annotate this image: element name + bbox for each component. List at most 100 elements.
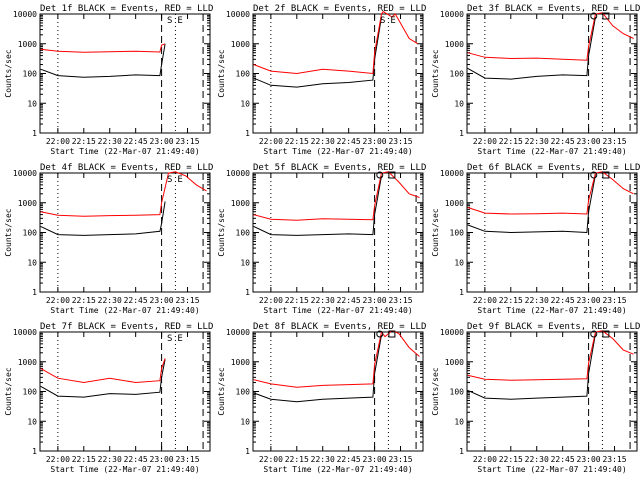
y-tick-label: 100 (450, 388, 465, 397)
x-tick-label: 22:00 (473, 455, 497, 464)
x-axis-label: Start Time (22-Mar-07 21:49:40) (263, 147, 412, 156)
x-tick-label: 23:15 (175, 296, 199, 305)
x-tick-label: 22:00 (46, 137, 70, 146)
x-tick-label: 22:30 (98, 296, 122, 305)
panel-title: Det 6f BLACK = Events, RED = LLD (467, 163, 640, 173)
y-tick-label: 100 (236, 70, 251, 79)
x-tick-label: 23:15 (175, 137, 199, 146)
event-circle-marker (590, 171, 598, 179)
y-tick-label: 1000 (445, 40, 464, 49)
x-tick-label: 23:00 (363, 296, 387, 305)
y-tick-label: 1000 (231, 358, 250, 367)
event-circle-marker (376, 171, 384, 179)
panel-title: Det 2f BLACK = Events, RED = LLD (253, 4, 426, 14)
saa-marker-label: E (177, 175, 182, 185)
series-events (40, 43, 166, 78)
series-events (40, 201, 166, 236)
x-tick-label: 22:45 (337, 455, 361, 464)
y-tick-label: 10000 (226, 328, 250, 337)
y-tick-label: 10 (240, 417, 250, 426)
y-tick-label: 10 (27, 417, 37, 426)
x-tick-label: 22:15 (72, 296, 96, 305)
y-tick-label: 1000 (231, 40, 250, 49)
series-lld (40, 358, 166, 384)
series-events (253, 334, 382, 403)
x-tick-label: 22:00 (473, 296, 497, 305)
x-tick-label: 23:15 (602, 137, 626, 146)
series-lld (253, 10, 419, 75)
panel-det-1: Det 1f BLACK = Events, RED = LLD 1 10 100 10… (4, 4, 213, 156)
y-tick-label: 10000 (440, 328, 464, 337)
x-tick-label: 22:30 (311, 137, 335, 146)
panel-det-2: Det 2f BLACK = Events, RED = LLD 1 10 100 10… (217, 4, 426, 156)
x-tick-label: 22:15 (72, 137, 96, 146)
y-tick-label: 1 (32, 447, 37, 456)
panel-det-9: Det 9f BLACK = Events, RED = LLD 1 10 100 10… (431, 322, 640, 474)
x-tick-label: 22:00 (259, 455, 283, 464)
y-tick-label: 1000 (445, 358, 464, 367)
panel-title: Det 4f BLACK = Events, RED = LLD (40, 163, 213, 173)
y-axis-label: Counts/sec (431, 367, 440, 415)
panel-det-8: Det 8f BLACK = Events, RED = LLD 1 10 100 10… (217, 322, 426, 474)
y-tick-label: 10 (240, 99, 250, 108)
x-tick-label: 23:00 (577, 455, 601, 464)
plot-frame (252, 172, 424, 293)
event-circle-marker (590, 330, 598, 338)
x-tick-label: 22:00 (259, 296, 283, 305)
event-square-marker (388, 330, 396, 338)
x-axis-label: Start Time (22-Mar-07 21:49:40) (263, 465, 412, 474)
x-axis-label: Start Time (22-Mar-07 21:49:40) (50, 306, 199, 315)
panel-det-5: Det 5f BLACK = Events, RED = LLD 1 10 100 10… (217, 163, 426, 315)
series-events (467, 16, 596, 80)
x-tick-label: 23:15 (602, 296, 626, 305)
saa-marker-label: S (380, 16, 385, 26)
panel-det-3: Det 3f BLACK = Events, RED = LLD 1 10 100 10… (431, 4, 640, 156)
x-tick-label: 22:15 (499, 137, 523, 146)
plot-frame (466, 331, 638, 452)
panel-title: Det 5f BLACK = Events, RED = LLD (253, 163, 426, 173)
plot-frame (39, 331, 211, 452)
x-tick-label: 22:15 (499, 296, 523, 305)
x-tick-label: 22:45 (337, 137, 361, 146)
plot-frame (252, 13, 424, 134)
y-axis-label: Counts/sec (4, 208, 13, 256)
x-tick-label: 23:15 (388, 455, 412, 464)
series-lld (253, 330, 420, 388)
x-axis-label: Start Time (22-Mar-07 21:49:40) (477, 147, 626, 156)
y-tick-label: 10 (454, 99, 464, 108)
y-axis-label: Counts/sec (431, 49, 440, 97)
y-axis-label: Counts/sec (217, 367, 226, 415)
y-tick-label: 10000 (226, 10, 250, 19)
y-tick-label: 1 (459, 447, 464, 456)
x-tick-label: 22:45 (551, 137, 575, 146)
y-axis-label: Counts/sec (4, 367, 13, 415)
y-tick-label: 1000 (231, 199, 250, 208)
x-axis-label: Start Time (22-Mar-07 21:49:40) (477, 465, 626, 474)
y-tick-label: 1 (245, 447, 250, 456)
y-tick-label: 10000 (13, 169, 37, 178)
x-tick-label: 23:00 (577, 137, 601, 146)
y-axis-label: Counts/sec (431, 208, 440, 256)
plot-frame (466, 13, 638, 134)
x-tick-label: 22:30 (525, 296, 549, 305)
x-tick-label: 22:15 (72, 455, 96, 464)
y-tick-label: 1000 (18, 40, 37, 49)
x-tick-label: 22:30 (311, 455, 335, 464)
panel-title: Det 9f BLACK = Events, RED = LLD (467, 322, 640, 332)
y-axis-label: Counts/sec (217, 49, 226, 97)
x-tick-label: 22:45 (124, 137, 148, 146)
y-axis-label: Counts/sec (4, 49, 13, 97)
series-events (467, 333, 596, 400)
x-tick-label: 22:15 (499, 455, 523, 464)
y-tick-label: 1 (245, 129, 250, 138)
x-tick-label: 22:15 (285, 455, 309, 464)
x-axis-label: Start Time (22-Mar-07 21:49:40) (477, 306, 626, 315)
y-tick-label: 1000 (445, 199, 464, 208)
series-lld (253, 171, 420, 221)
event-square-marker (602, 171, 610, 179)
y-tick-label: 1 (245, 288, 250, 297)
saa-marker-label: S (167, 16, 172, 26)
panel-det-4: Det 4f BLACK = Events, RED = LLD 1 10 100 10… (4, 163, 213, 315)
plot-frame (39, 13, 211, 134)
